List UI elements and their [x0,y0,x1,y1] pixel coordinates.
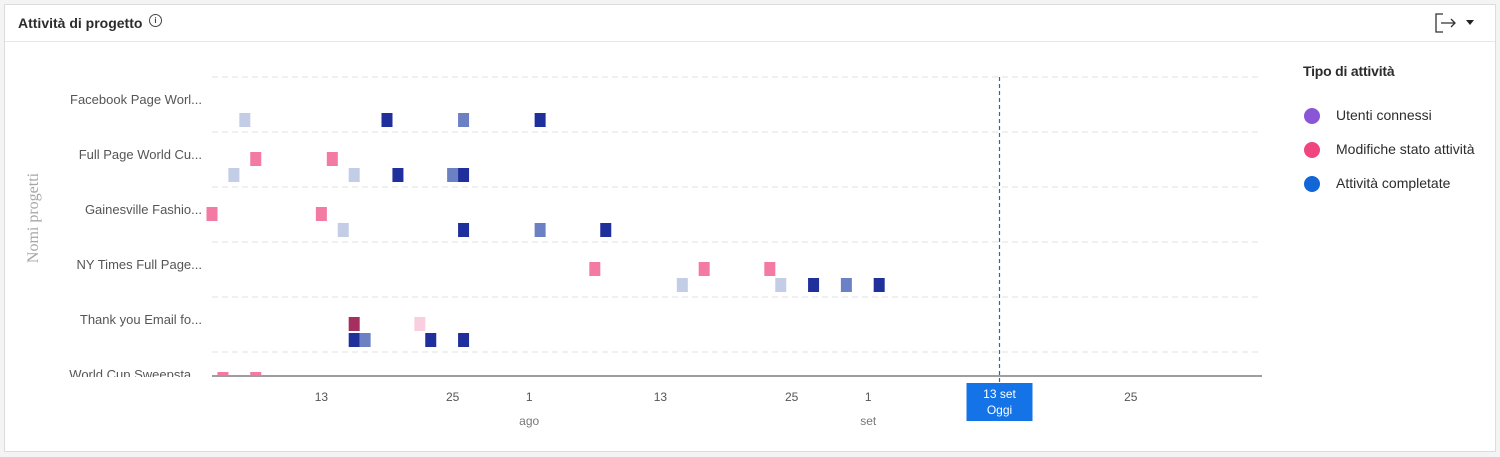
project-label: Full Page World Cu... [79,147,202,162]
y-axis-labels: Facebook Page Worl... Full Page World Cu.… [69,92,202,382]
status-change-mark[interactable] [414,317,426,331]
x-axis-ticks: 13 25 1 13 25 1 25 ago set [315,390,1138,428]
chart-grid [212,76,1262,353]
legend-item-utenti-connessi[interactable]: Utenti connessi [1303,107,1493,141]
legend-item-label: Utenti connessi [1336,107,1432,123]
status-change-mark[interactable] [217,372,229,386]
completed-activity-mark[interactable] [808,278,820,292]
legend-item-modifiche-stato[interactable]: Modifiche stato attività [1303,141,1493,175]
today-marker: 13 set Oggi [966,77,1033,421]
caret-down-icon [1466,20,1474,25]
x-tick-label: 25 [446,390,460,404]
project-activity-card: Attività di progetto i Tipo di attività … [4,4,1496,452]
legend-item-attivita-completate[interactable]: Attività completate [1303,175,1493,209]
completed-activity-mark[interactable] [239,113,251,127]
project-label: Thank you Email fo... [80,312,202,327]
export-menu-button[interactable] [1429,11,1477,35]
completed-activity-mark[interactable] [534,223,546,237]
legend-item-label: Attività completate [1336,175,1451,191]
legend-item-label: Modifiche stato attività [1336,141,1475,157]
status-change-mark[interactable] [250,152,262,166]
status-change-mark[interactable] [326,152,338,166]
x-tick-label: 13 [315,390,329,404]
export-arrow-icon [1435,13,1474,33]
legend-dot [1304,142,1320,158]
x-tick-label: 25 [1124,390,1138,404]
completed-activity-mark[interactable] [381,113,393,127]
info-circle-icon[interactable]: i [149,14,162,27]
card-header: Attività di progetto i [5,5,1495,42]
completed-activity-mark[interactable] [458,223,470,237]
completed-activity-mark[interactable] [458,168,470,182]
completed-activity-mark[interactable] [348,333,360,347]
completed-activity-mark[interactable] [600,223,612,237]
chart-legend: Tipo di attività Utenti connessi Modific… [1303,63,1493,209]
x-month-label: set [860,414,877,428]
completed-activity-mark[interactable] [458,113,470,127]
completed-activity-mark[interactable] [425,333,437,347]
project-label: NY Times Full Page... [77,257,202,272]
completed-activity-mark[interactable] [359,333,371,347]
x-tick-label: 1 [526,390,533,404]
status-change-mark[interactable] [348,317,360,331]
today-badge[interactable] [966,383,1033,421]
completed-activity-mark[interactable] [775,278,787,292]
legend-dot [1304,176,1320,192]
status-change-mark[interactable] [698,262,710,276]
status-change-mark[interactable] [589,262,601,276]
card-title: Attività di progetto [18,15,143,31]
completed-activity-mark[interactable] [228,168,240,182]
x-tick-label: 13 [654,390,668,404]
project-label: World Cup Sweepsta... [69,367,202,382]
completed-activity-mark[interactable] [840,278,852,292]
completed-activity-mark[interactable] [676,278,688,292]
legend-dot [1304,108,1320,124]
y-axis-title: Nomi progetti [25,172,42,263]
status-change-mark[interactable] [250,372,262,386]
x-month-label: ago [519,414,539,428]
completed-activity-mark[interactable] [873,278,885,292]
completed-activity-mark[interactable] [392,168,404,182]
completed-activity-mark[interactable] [348,168,360,182]
completed-activity-mark[interactable] [337,223,349,237]
x-tick-label: 1 [865,390,872,404]
today-date-label: 13 set [983,387,1016,401]
status-change-mark[interactable] [206,207,218,221]
status-change-mark[interactable] [764,262,776,276]
legend-title: Tipo di attività [1303,63,1395,79]
today-label: Oggi [987,403,1012,417]
project-label: Gainesville Fashio... [85,202,202,217]
x-tick-label: 25 [785,390,799,404]
completed-activity-mark[interactable] [447,168,459,182]
chart-marks [206,113,885,386]
completed-activity-mark[interactable] [458,333,470,347]
status-change-mark[interactable] [315,207,327,221]
completed-activity-mark[interactable] [534,113,546,127]
project-label: Facebook Page Worl... [70,92,202,107]
